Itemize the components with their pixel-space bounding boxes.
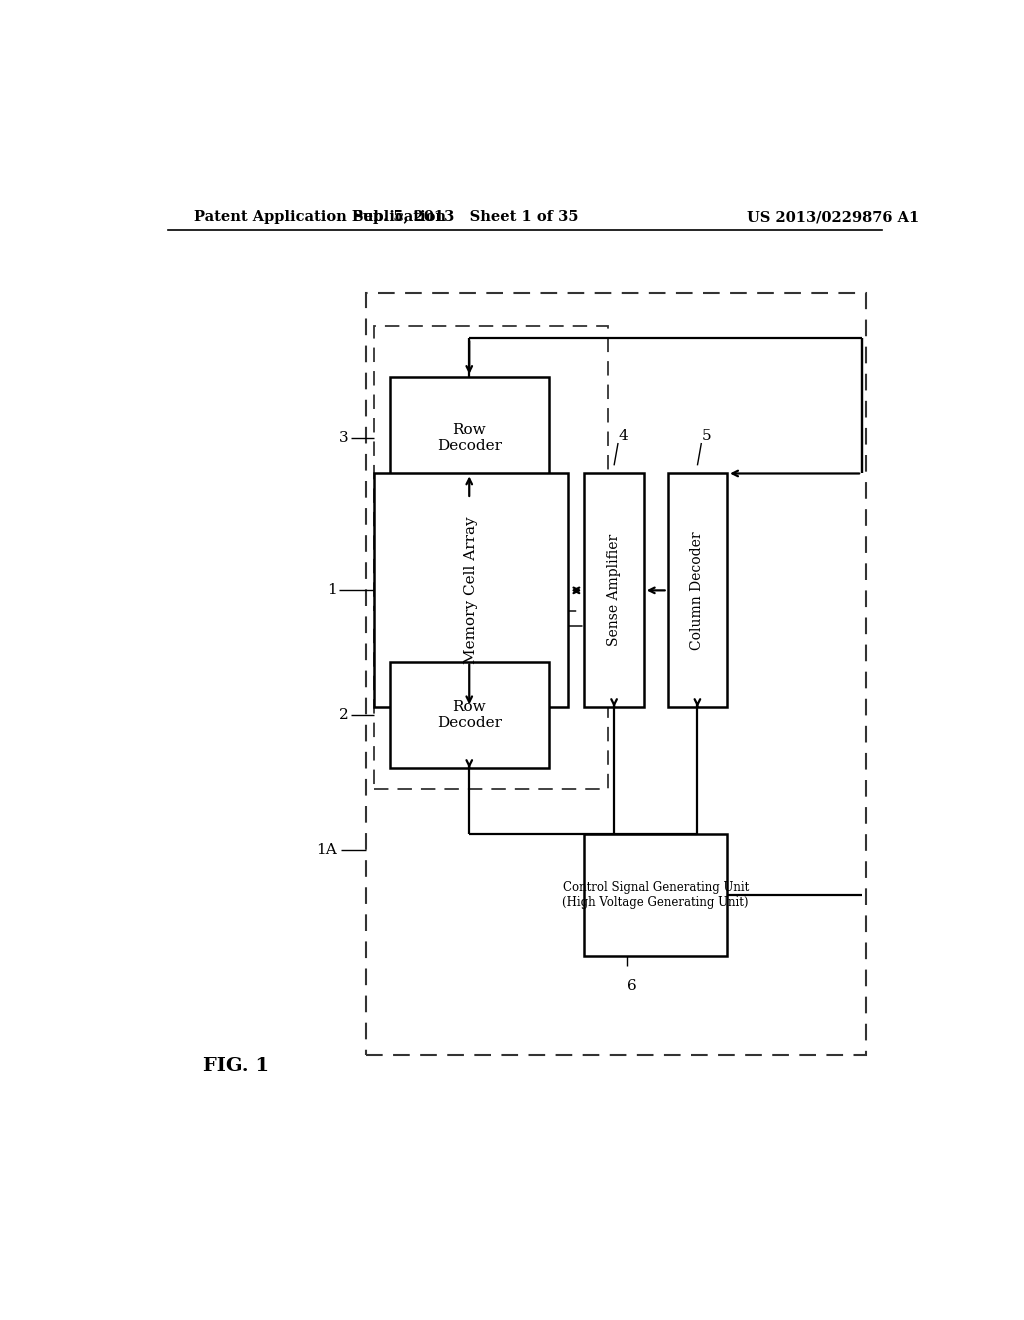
Bar: [390, 661, 549, 768]
Bar: [374, 326, 608, 611]
Bar: [367, 293, 866, 1055]
Text: 5: 5: [701, 429, 711, 444]
Text: Control Signal Generating Unit
(High Voltage Generating Unit): Control Signal Generating Unit (High Vol…: [562, 882, 749, 909]
Text: Memory Cell Array: Memory Cell Array: [464, 516, 478, 664]
Text: 6: 6: [627, 978, 637, 993]
Text: Row
Decoder: Row Decoder: [437, 700, 502, 730]
Text: Row
Decoder: Row Decoder: [437, 422, 502, 453]
Text: FIG. 1: FIG. 1: [204, 1057, 269, 1076]
Text: US 2013/0229876 A1: US 2013/0229876 A1: [748, 210, 920, 224]
Bar: [585, 474, 644, 708]
Bar: [668, 474, 727, 708]
Text: 1A: 1A: [316, 842, 337, 857]
Text: 1: 1: [327, 583, 337, 598]
Bar: [390, 378, 549, 499]
Text: Sep. 5, 2013   Sheet 1 of 35: Sep. 5, 2013 Sheet 1 of 35: [352, 210, 578, 224]
Text: Patent Application Publication: Patent Application Publication: [194, 210, 445, 224]
Bar: [585, 834, 727, 956]
Bar: [374, 474, 568, 708]
Bar: [374, 626, 608, 788]
Text: 2: 2: [339, 709, 348, 722]
Text: 4: 4: [618, 429, 628, 444]
Text: Sense Amplifier: Sense Amplifier: [607, 535, 622, 647]
Text: Column Decoder: Column Decoder: [690, 531, 705, 649]
Text: 3: 3: [339, 430, 348, 445]
